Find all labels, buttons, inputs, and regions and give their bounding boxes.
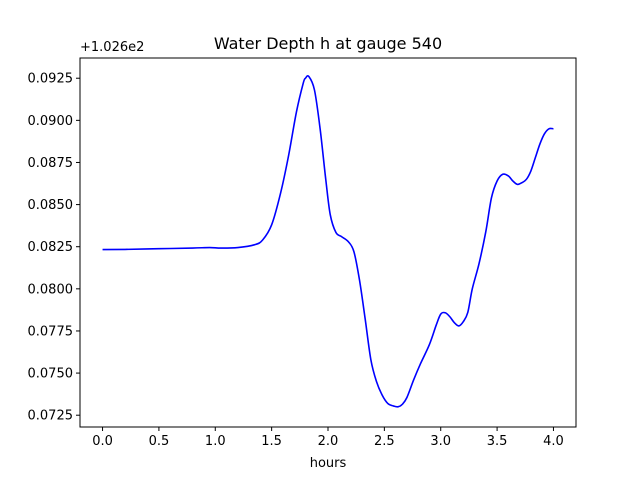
y-tick-label: 0.0925 (28, 72, 74, 87)
ticks-layer: 0.0 0.5 1.0 1.5 2.0 2.5 3.0 3.5 4.0 0.0725 0.0750 0… (28, 72, 564, 449)
x-tick-label: 2.5 (374, 434, 395, 449)
series-layer (102, 75, 554, 408)
series-line (102, 75, 554, 408)
y-tick-label: 0.0900 (28, 114, 74, 129)
y-tick-label: 0.0825 (28, 240, 74, 255)
y-tick-label: 0.0875 (28, 156, 74, 171)
x-tick-label: 1.0 (205, 434, 226, 449)
y-tick-label: 0.0850 (28, 198, 74, 213)
x-tick-label: 0.0 (92, 434, 113, 449)
x-tick-label: 0.5 (149, 434, 170, 449)
plot-frame (79, 57, 577, 428)
x-tick-label: 3.5 (487, 434, 508, 449)
x-axis-label: hours (310, 456, 347, 471)
chart-title: Water Depth h at gauge 540 (214, 34, 442, 53)
y-tick-label: 0.0775 (28, 324, 74, 339)
y-tick-label: 0.0800 (28, 282, 74, 297)
y-tick-label: 0.0725 (28, 409, 74, 424)
y-offset-label: +1.026e2 (80, 40, 144, 55)
y-tick-label: 0.0750 (28, 367, 74, 382)
x-tick-label: 2.0 (318, 434, 339, 449)
x-tick-label: 4.0 (543, 434, 564, 449)
x-tick-label: 1.5 (261, 434, 282, 449)
x-tick-label: 3.0 (430, 434, 451, 449)
